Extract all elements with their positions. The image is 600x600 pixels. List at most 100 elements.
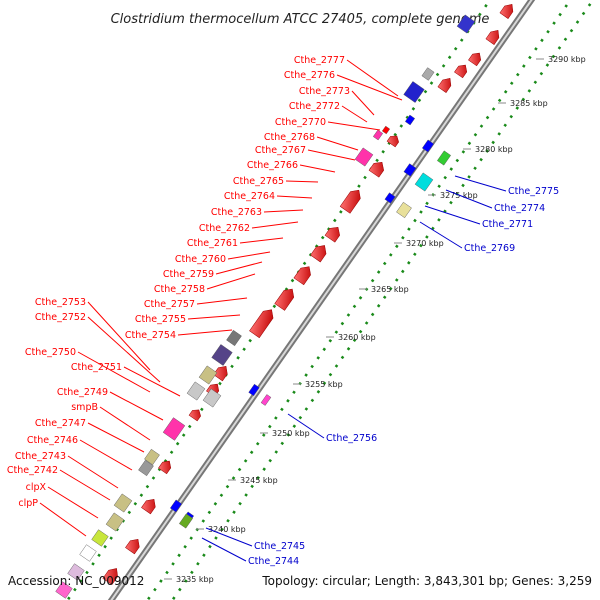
kbp-tick-label: 3245 kbp: [240, 476, 278, 485]
gene-label-forward[interactable]: Cthe_2770: [275, 117, 326, 128]
kbp-tick-label: 3280 kbp: [475, 145, 513, 154]
gene-label-forward[interactable]: Cthe_2753: [35, 297, 86, 308]
gene-label-reverse[interactable]: Cthe_2744: [248, 556, 299, 567]
gene-box: [79, 544, 97, 562]
leader-line-forward: [316, 136, 359, 151]
gene-label-forward[interactable]: Cthe_2758: [154, 284, 205, 295]
gene-label-forward[interactable]: clpX: [26, 482, 47, 493]
gene-label-forward[interactable]: Cthe_2760: [175, 254, 226, 265]
gene-arrow-forward: [324, 226, 340, 243]
kbp-tick-label: 3270 kbp: [406, 239, 444, 248]
gene-box: [162, 417, 186, 441]
gene-label-forward[interactable]: Cthe_2751: [71, 362, 122, 373]
gene-label-forward[interactable]: Cthe_2755: [135, 314, 186, 325]
kbp-tick-label: 3255 kbp: [305, 380, 343, 389]
kbp-tick-label: 3285 kbp: [510, 99, 548, 108]
leader-line-forward: [77, 351, 151, 393]
gene-label-forward[interactable]: Cthe_2772: [289, 101, 340, 112]
gene-label-forward[interactable]: Cthe_2762: [199, 223, 250, 234]
gene-arrow-forward: [125, 538, 140, 555]
leader-line-forward: [206, 273, 256, 290]
gene-arrow-forward: [485, 29, 500, 45]
leader-line-forward: [87, 301, 151, 371]
gene-label-forward[interactable]: Cthe_2776: [284, 70, 335, 81]
kbp-tick-label: 3240 kbp: [208, 525, 246, 534]
kbp-tick-label: 3260 kbp: [338, 333, 376, 342]
leader-line-forward: [59, 469, 111, 501]
gene-box-reverse: [260, 394, 272, 406]
leader-line-forward: [39, 502, 87, 537]
gene-label-reverse[interactable]: Cthe_2756: [326, 433, 377, 444]
leader-line-reverse: [419, 221, 463, 249]
gene-box: [198, 365, 218, 385]
kbp-tick-label: 3290 kbp: [548, 55, 586, 64]
gene-label-forward[interactable]: Cthe_2764: [224, 191, 275, 202]
leader-line-forward: [47, 486, 99, 519]
leader-line-forward: [263, 209, 304, 213]
gene-label-forward[interactable]: Cthe_2742: [7, 465, 58, 476]
gene-box-reverse: [248, 383, 260, 397]
gene-arrow-forward: [158, 460, 172, 475]
gene-label-forward[interactable]: Cthe_2761: [187, 238, 238, 249]
gene-label-forward[interactable]: Cthe_2765: [233, 176, 284, 187]
gene-arrow-forward: [102, 568, 118, 586]
gene-label-forward[interactable]: Cthe_2777: [294, 55, 345, 66]
gene-box-reverse: [381, 125, 391, 135]
gene-arrow-forward: [339, 189, 361, 214]
topology-text: Topology: circular; Length: 3,843,301 bp…: [261, 574, 592, 588]
gene-box: [354, 147, 374, 167]
gene-box: [421, 67, 435, 81]
gene-box: [211, 344, 233, 366]
gene-label-forward[interactable]: Cthe_2752: [35, 312, 86, 323]
gene-box: [456, 14, 476, 34]
gene-label-forward[interactable]: Cthe_2773: [299, 86, 350, 97]
gene-label-forward[interactable]: Cthe_2749: [57, 387, 108, 398]
gene-label-forward[interactable]: smpB: [71, 402, 98, 413]
map-title: Clostridium thermocellum ATCC 27405, com…: [111, 12, 490, 27]
gene-label-forward[interactable]: Cthe_2766: [247, 160, 298, 171]
leader-line-forward: [299, 164, 336, 173]
gene-arrow-forward: [188, 409, 201, 422]
gene-arrow-forward: [368, 161, 384, 178]
gene-label-forward[interactable]: Cthe_2746: [27, 435, 78, 446]
gene-label-reverse[interactable]: Cthe_2774: [494, 203, 545, 214]
leader-line-forward: [177, 329, 233, 336]
gene-box-reverse: [404, 114, 416, 126]
gene-label-forward[interactable]: clpP: [18, 498, 38, 509]
gene-arrow-forward: [141, 498, 156, 515]
leader-line-forward: [251, 221, 299, 229]
gene-arrow-forward: [386, 135, 399, 148]
gene-label-forward[interactable]: Cthe_2767: [255, 145, 306, 156]
gene-label-reverse[interactable]: Cthe_2769: [464, 243, 515, 254]
gene-arrow-forward: [468, 52, 482, 67]
gene-label-forward[interactable]: Cthe_2757: [144, 299, 195, 310]
gene-label-forward[interactable]: Cthe_2754: [125, 330, 176, 341]
gene-label-forward[interactable]: Cthe_2763: [211, 207, 262, 218]
gene-label-forward[interactable]: Cthe_2747: [35, 418, 86, 429]
kbp-tick-label: 3250 kbp: [272, 429, 310, 438]
gene-box-reverse: [384, 192, 396, 204]
gene-label-forward[interactable]: Cthe_2743: [15, 451, 66, 462]
gene-label-forward[interactable]: Cthe_2768: [264, 132, 315, 143]
leader-line-forward: [276, 195, 313, 199]
gene-box: [113, 493, 133, 513]
gene-label-reverse[interactable]: Cthe_2745: [254, 541, 305, 552]
gene-arrow-forward: [213, 365, 228, 382]
leader-line-forward: [307, 149, 356, 161]
leader-line-forward: [346, 59, 399, 97]
leader-line-reverse: [287, 413, 325, 439]
leader-line-forward: [67, 455, 119, 489]
gene-label-forward[interactable]: Cthe_2750: [25, 347, 76, 358]
gene-label-reverse[interactable]: Cthe_2771: [482, 219, 533, 230]
gene-label-reverse[interactable]: Cthe_2775: [508, 186, 559, 197]
gene-label-forward[interactable]: Cthe_2759: [163, 269, 214, 280]
gene-arrow-forward: [293, 266, 311, 286]
kbp-tick-label: 3235 kbp: [176, 575, 214, 584]
leader-line-forward: [187, 314, 241, 320]
leader-line-reverse: [445, 189, 493, 209]
gene-box: [67, 563, 85, 581]
gene-box-reverse: [403, 163, 417, 177]
leader-lines: [39, 59, 507, 562]
leader-line-forward: [341, 105, 368, 123]
gene-box-reverse: [421, 139, 435, 153]
